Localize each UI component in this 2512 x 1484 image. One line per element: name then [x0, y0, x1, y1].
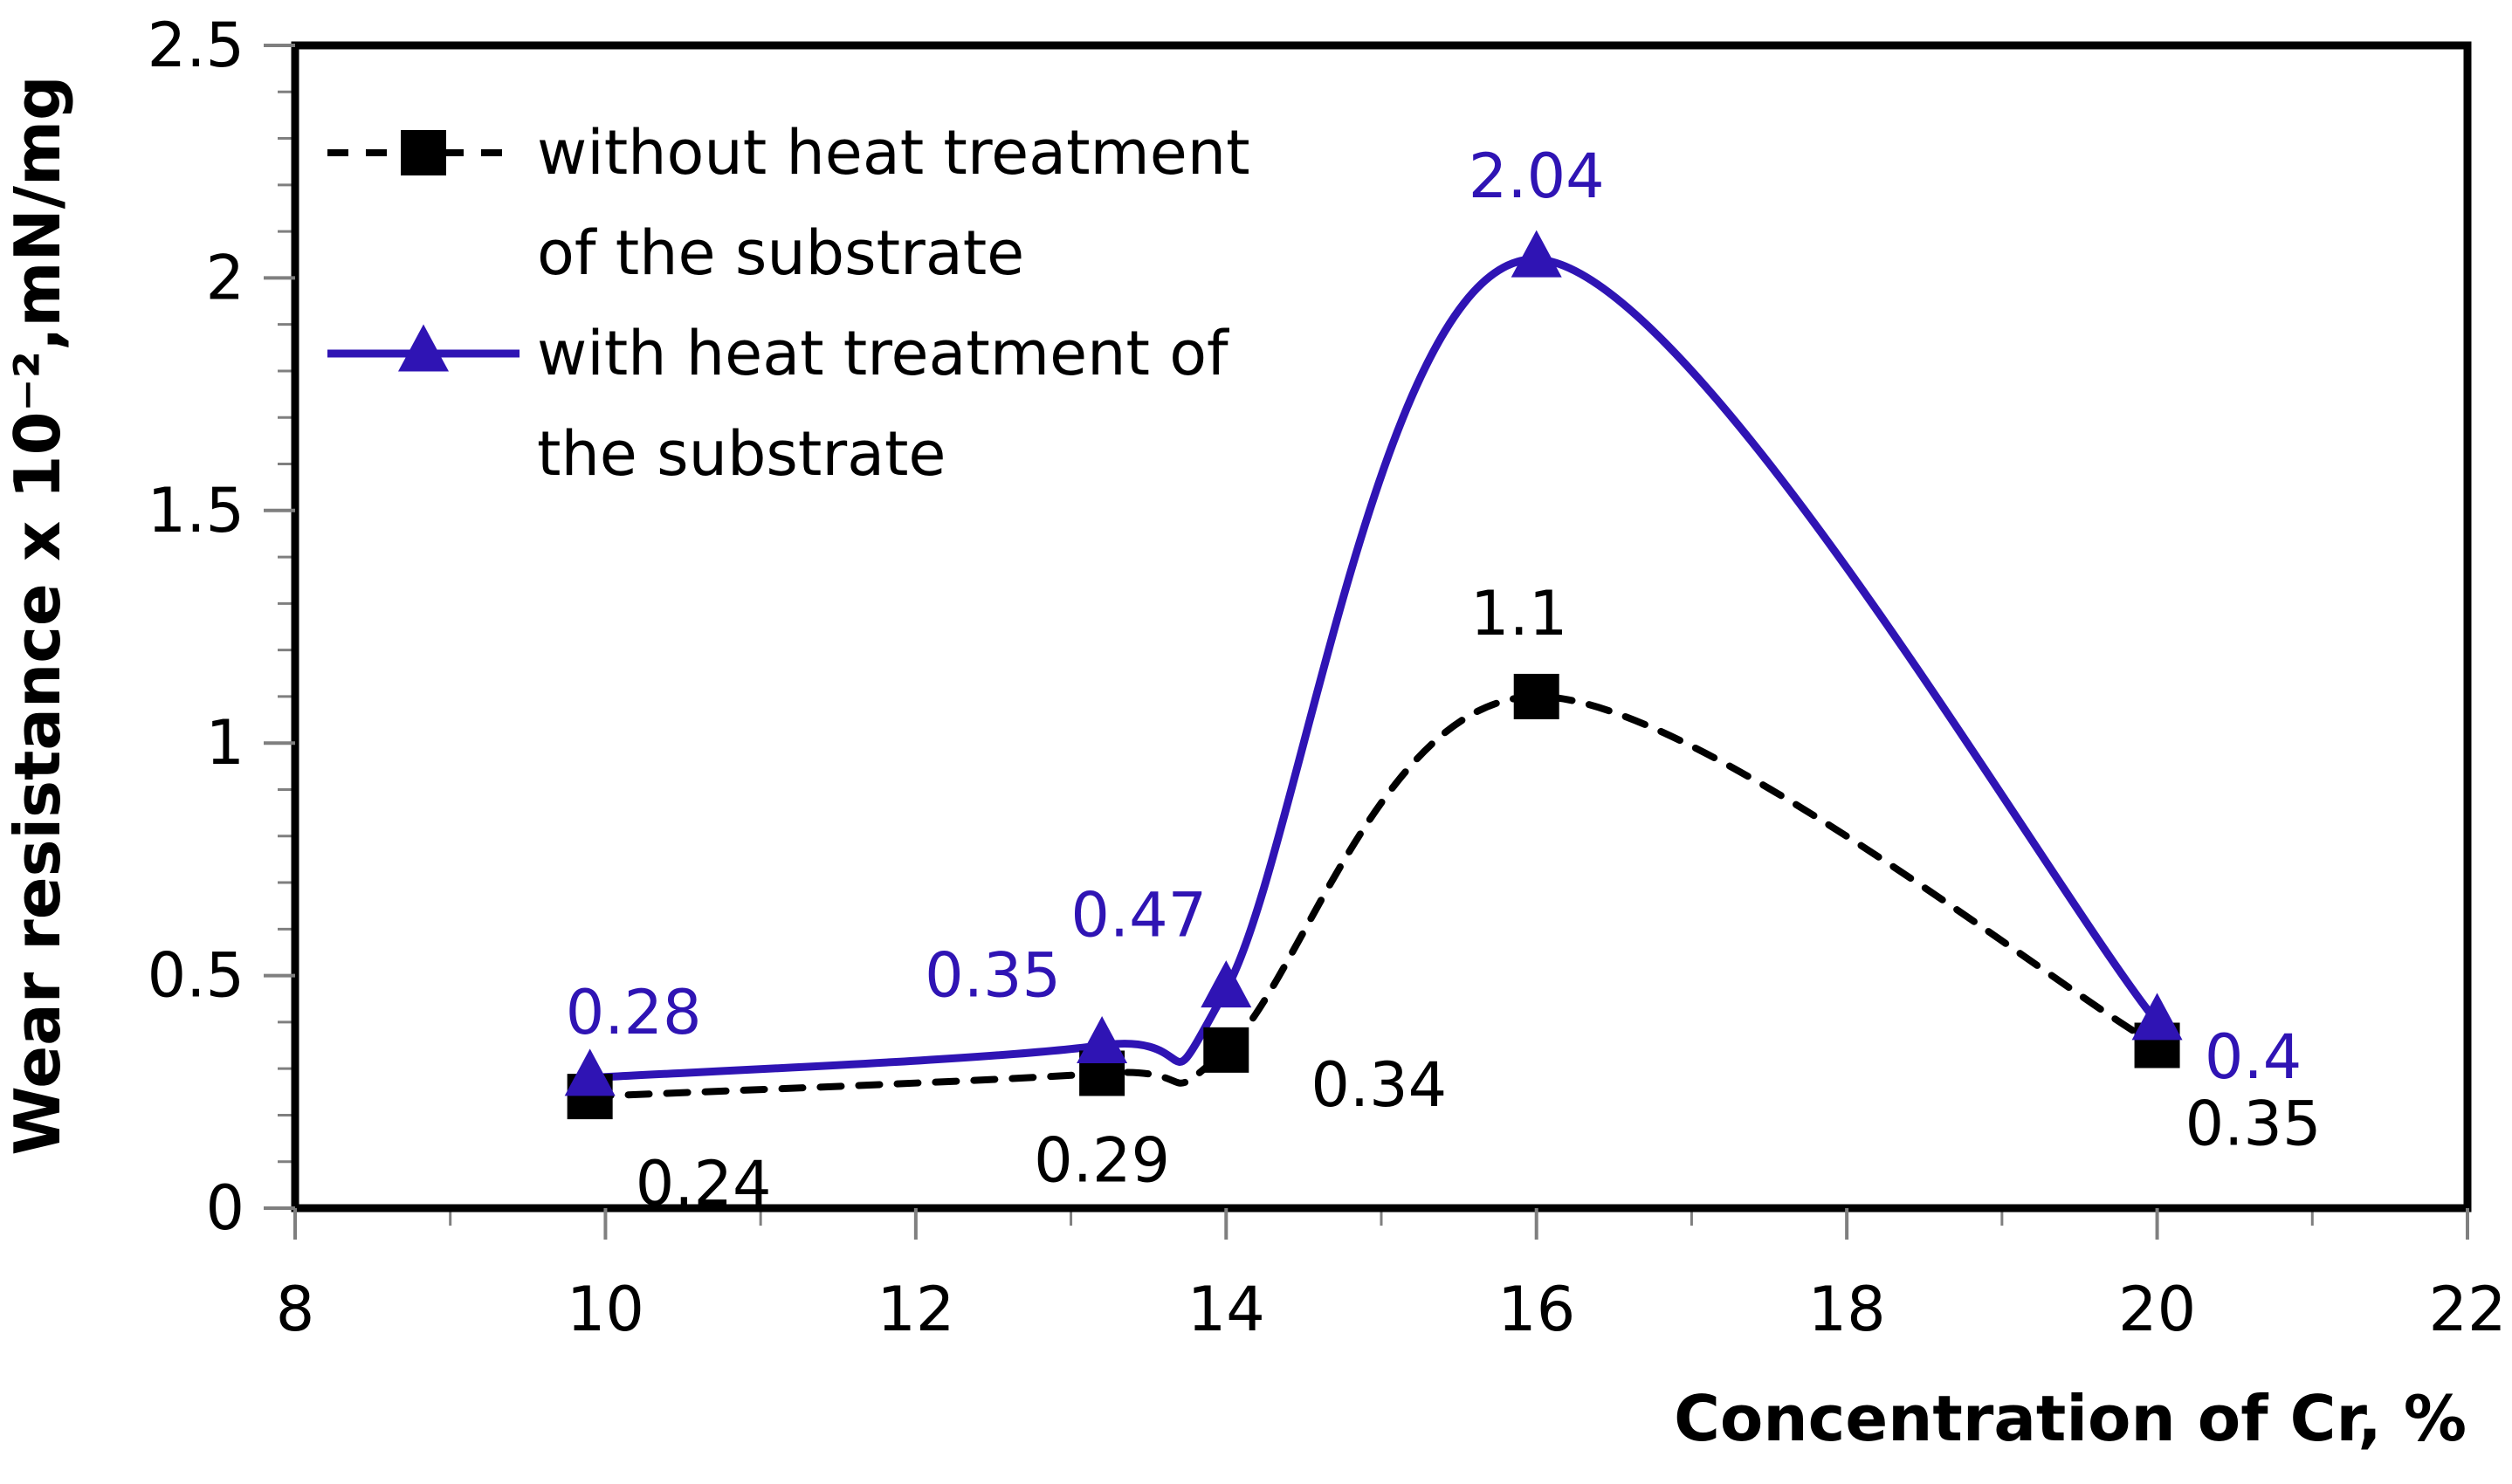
series-markers	[564, 230, 2183, 1120]
x-axis: 8 10 12 14 16 18 20 22	[276, 1208, 2507, 1345]
legend-label: with heat treatment of	[537, 318, 1229, 389]
x-tick-label: 14	[1187, 1274, 1265, 1345]
data-label: 0.34	[1311, 1049, 1447, 1121]
y-axis: 0 0.5 1 1.5 2 2.5	[148, 10, 295, 1244]
legend-triangle-marker	[398, 324, 449, 372]
y-tick-label: 0.5	[148, 940, 244, 1012]
x-tick-label: 20	[2118, 1274, 2196, 1345]
legend: without heat treatment of the substrate wi…	[327, 117, 1250, 490]
y-tick-label: 2.5	[148, 10, 244, 81]
series-line-1	[586, 692, 2161, 1101]
plot-border	[291, 41, 2472, 1213]
series-2-marker	[1511, 230, 1562, 278]
data-label: 0.47	[1070, 880, 1207, 952]
series-1-marker	[1203, 1027, 1249, 1073]
data-label: 0.29	[1034, 1124, 1170, 1196]
series-1-marker	[1513, 673, 1559, 719]
series-2-marker	[564, 1048, 616, 1096]
legend-label: without heat treatment	[537, 117, 1250, 189]
legend-label: the substrate	[537, 418, 946, 490]
x-tick-label: 8	[276, 1274, 315, 1345]
y-tick-label: 2	[205, 242, 244, 313]
data-label: 0.4	[2205, 1021, 2302, 1093]
plot-area	[291, 41, 2472, 1213]
legend-square-marker	[401, 130, 446, 175]
x-tick-label: 22	[2428, 1274, 2506, 1345]
series-2-marker	[2131, 993, 2183, 1041]
series-lines	[586, 255, 2162, 1101]
y-axis-title: Wear resistance x 10⁻²,mN/mg	[1, 75, 74, 1155]
x-tick-label: 18	[1808, 1274, 1886, 1345]
y-tick-label: 0	[205, 1172, 244, 1244]
x-tick-label: 12	[877, 1274, 954, 1345]
y-tick-label: 1	[205, 707, 244, 779]
y-tick-label: 1.5	[148, 475, 244, 546]
data-label: 0.35	[2185, 1089, 2322, 1160]
x-tick-label: 16	[1497, 1274, 1575, 1345]
data-label: 0.35	[925, 940, 1061, 1012]
data-label: 2.04	[1469, 141, 1605, 212]
data-labels: 0.24 0.290.341.10.350.280.350.472.040.4	[566, 141, 2322, 1219]
legend-label: of the substrate	[537, 217, 1024, 289]
data-label: 1.1	[1470, 578, 1567, 649]
data-label: 0.24	[636, 1148, 772, 1219]
x-tick-label: 10	[567, 1274, 644, 1345]
series-2-marker	[1201, 960, 1252, 1008]
x-axis-title: Concentration of Cr, %	[1674, 1382, 2467, 1455]
series-line-2	[586, 255, 2162, 1082]
series-2-marker	[1077, 1016, 1128, 1064]
data-label: 0.28	[566, 977, 702, 1048]
